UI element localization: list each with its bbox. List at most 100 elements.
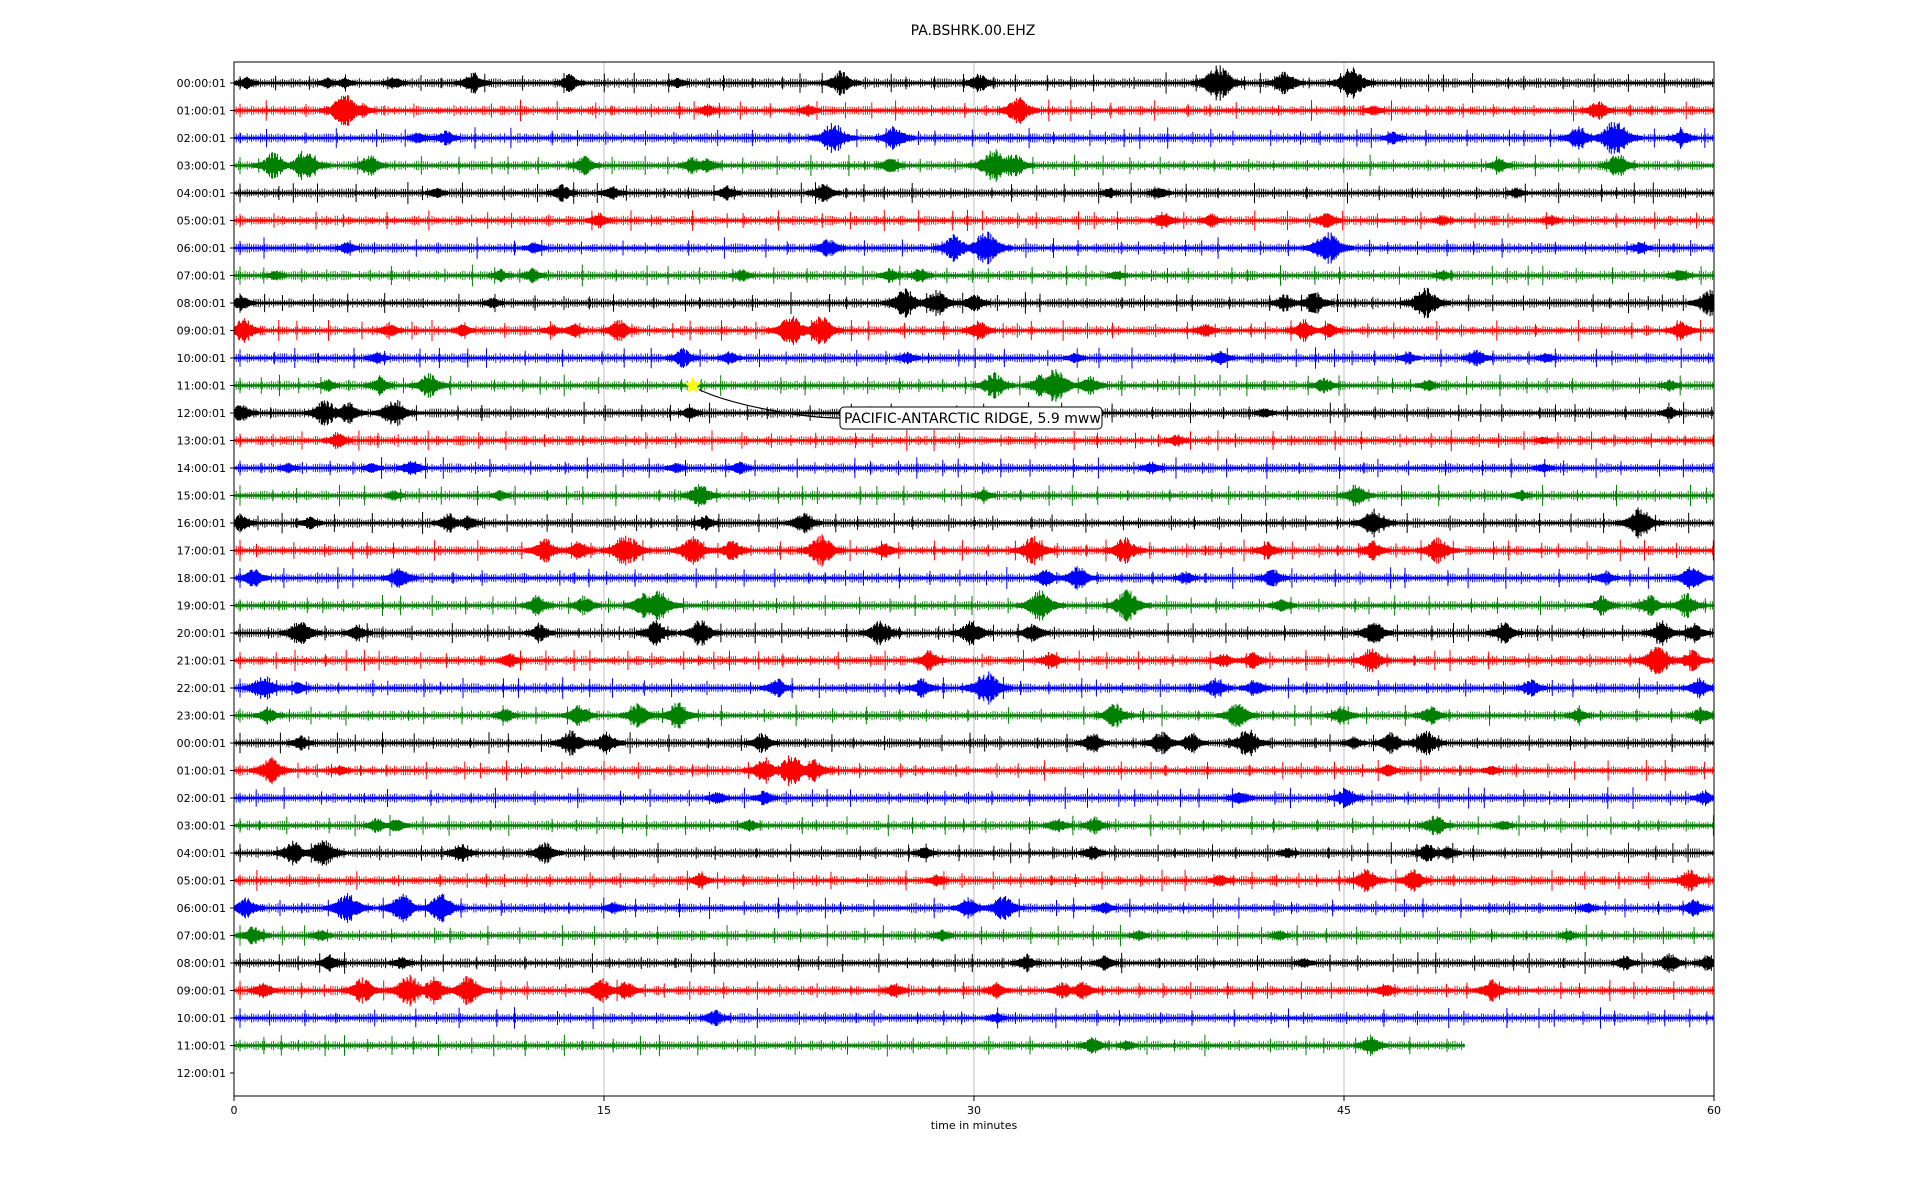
trace-row [233,149,1714,182]
trace-burst [1686,706,1715,725]
trace-burst [1076,1037,1108,1054]
trace-burst [1416,815,1454,836]
trace-burst [905,678,940,698]
trace-burst [1485,158,1514,173]
trace-burst [664,462,687,474]
trace-row [233,287,1714,319]
trace-burst [1611,955,1640,971]
trace-burst [1016,590,1066,621]
trace-burst [363,376,396,395]
trace-burst [669,536,716,565]
trace-burst [785,512,823,534]
trace-burst [1564,707,1593,724]
row-time-label: 00:00:01 [177,77,226,90]
row-time-label: 01:00:01 [177,765,226,778]
trace-burst [1128,930,1151,941]
row-time-label: 08:00:01 [177,297,226,310]
trace-burst [1493,820,1516,831]
trace-burst [1102,537,1147,564]
trace-burst [280,150,331,181]
trace-noise [233,820,1713,831]
trace-burst [1206,351,1235,365]
annotation-label: PACIFIC-ANTARCTIC RIDGE, 5.9 mww [844,411,1101,427]
row-time-label: 06:00:01 [177,242,226,255]
trace-burst [695,103,721,118]
trace-burst [233,514,257,532]
trace-burst [396,460,428,476]
trace-burst [1652,953,1687,973]
trace-burst [1692,955,1714,971]
trace-burst [1010,535,1057,566]
trace-burst [713,541,751,560]
annotation-arrow [698,388,841,419]
row-time-label: 02:00:01 [177,132,226,145]
row-time-label: 20:00:01 [177,627,226,640]
trace-burst [1264,71,1305,95]
trace-burst [1682,677,1715,699]
trace-burst [383,490,406,501]
x-axis-ticks: 0 15 30 45 60 [231,1096,1721,1117]
trace-burst [1057,566,1098,590]
trace-noise [233,188,1713,198]
trace-burst [1196,213,1225,228]
trace-burst [587,731,626,755]
trace-burst [961,320,996,341]
trace-burst [285,681,311,695]
row-time-label: 05:00:01 [177,215,226,228]
trace-burst [1043,818,1072,833]
trace-burst [1016,623,1051,643]
trace-burst [375,323,404,338]
trace-burst [1239,680,1271,696]
trace-burst [1075,733,1110,753]
trace-noise [233,573,1713,583]
trace-row [233,507,1714,539]
trace-burst [982,983,1011,998]
trace-burst [249,756,293,785]
row-time-label: 15:00:01 [177,490,226,503]
trace-burst [1350,508,1397,538]
trace-burst [553,74,586,92]
trace-burst [361,463,384,473]
trace-noise [233,655,1713,666]
trace-burst [796,534,846,567]
x-tick-label: 0 [231,1104,238,1117]
trace-row [233,369,1714,402]
row-time-label: 04:00:01 [177,847,226,860]
trace-burst [425,187,448,199]
trace-burst [1461,349,1493,367]
trace-row [233,974,1714,1007]
trace-burst [286,735,315,751]
trace-burst [736,819,763,832]
trace-burst [699,1009,731,1027]
trace-burst [524,624,556,642]
trace-burst [1416,537,1460,564]
trace-burst [808,123,858,153]
trace-burst [481,297,505,309]
trace-burst [1326,67,1376,99]
trace-burst [1208,874,1234,887]
trace-burst [445,976,492,1005]
trace-burst [1078,845,1107,861]
trace-row [233,347,1714,369]
trace-row [233,671,1715,705]
row-time-label: 03:00:01 [177,820,226,833]
trace-burst [1394,869,1432,892]
trace-burst [713,185,742,201]
trace-burst [524,538,565,563]
trace-row [233,65,1714,101]
trace-burst [1678,899,1710,917]
row-time-label: 08:00:01 [177,957,226,970]
trace-burst [314,954,346,972]
trace-burst [1079,816,1111,835]
trace-burst [560,323,589,338]
trace-noise [233,958,1713,968]
trace-burst [912,847,938,859]
trace-burst [680,484,721,507]
trace-burst [1480,766,1504,775]
row-time-label: 12:00:01 [177,407,226,420]
trace-noise [233,875,1713,886]
trace-burst [750,790,779,806]
trace-burst [279,622,323,644]
trace-noise [233,105,1713,116]
trace-burst [1665,270,1694,281]
